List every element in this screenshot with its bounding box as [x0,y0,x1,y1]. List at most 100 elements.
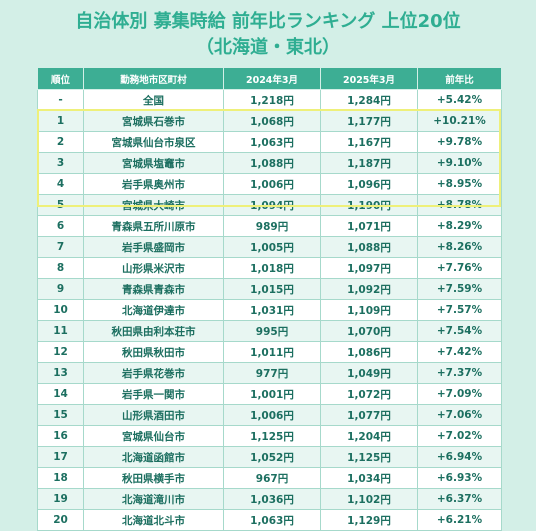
wage-2025-cell: 1,125円 [320,446,418,468]
wage-2024-cell: 1,094円 [223,194,321,216]
table-row: 16 宮城県仙台市 1,125円 1,204円 +7.02% [37,425,502,447]
yoy-cell: +7.09% [417,383,502,405]
municipality-cell: 岩手県奥州市 [83,173,224,195]
table-row: 5 宮城県大崎市 1,094円 1,190円 +8.78% [37,194,502,216]
wage-2025-cell: 1,190円 [320,194,418,216]
table-row: 7 岩手県盛岡市 1,005円 1,088円 +8.26% [37,236,502,258]
table-row: 4 岩手県奥州市 1,006円 1,096円 +8.95% [37,173,502,195]
rank-cell: 18 [37,467,84,489]
municipality-cell: 北海道伊達市 [83,299,224,321]
wage-2024-cell: 967円 [223,467,321,489]
wage-2025-cell: 1,096円 [320,173,418,195]
rank-cell: 8 [37,257,84,279]
wage-2024-cell: 1,006円 [223,404,321,426]
table-row: 12 秋田県秋田市 1,011円 1,086円 +7.42% [37,341,502,363]
wage-2024-cell: 1,005円 [223,236,321,258]
wage-2024-cell: 1,218円 [223,89,321,111]
wage-2025-cell: 1,204円 [320,425,418,447]
wage-2024-cell: 1,015円 [223,278,321,300]
rank-cell: 14 [37,383,84,405]
table-row: 9 青森県青森市 1,015円 1,092円 +7.59% [37,278,502,300]
wage-2024-cell: 995円 [223,320,321,342]
table-row: 15 山形県酒田市 1,006円 1,077円 +7.06% [37,404,502,426]
municipality-cell: 岩手県花巻市 [83,362,224,384]
table-row: 11 秋田県由利本荘市 995円 1,070円 +7.54% [37,320,502,342]
yoy-cell: +10.21% [417,110,502,132]
yoy-cell: +7.76% [417,257,502,279]
rank-cell: 16 [37,425,84,447]
rank-cell: 15 [37,404,84,426]
rank-cell: 11 [37,320,84,342]
yoy-cell: +6.94% [417,446,502,468]
wage-2025-cell: 1,077円 [320,404,418,426]
table-header-row: 順位 勤務地市区町村 2024年3月 2025年3月 前年比 [37,67,502,90]
page-subtitle: （北海道・東北） [196,37,340,58]
wage-2025-cell: 1,102円 [320,488,418,510]
header-rank: 順位 [37,67,84,90]
table-row: 14 岩手県一関市 1,001円 1,072円 +7.09% [37,383,502,405]
table-row: 17 北海道函館市 1,052円 1,125円 +6.94% [37,446,502,468]
rank-cell: 10 [37,299,84,321]
ranking-table: 順位 勤務地市区町村 2024年3月 2025年3月 前年比 - 全国 1,218円… [37,67,502,531]
table-body: - 全国 1,218円 1,284円 +5.42% 1 宮城県石巻市 1,068円 1,177円… [37,89,502,531]
municipality-cell: 宮城県仙台市 [83,425,224,447]
municipality-cell: 北海道北斗市 [83,509,224,531]
wage-2025-cell: 1,049円 [320,362,418,384]
wage-2025-cell: 1,097円 [320,257,418,279]
municipality-cell: 宮城県大崎市 [83,194,224,216]
table-row: 18 秋田県横手市 967円 1,034円 +6.93% [37,467,502,489]
yoy-cell: +6.93% [417,467,502,489]
wage-2025-cell: 1,187円 [320,152,418,174]
wage-2024-cell: 989円 [223,215,321,237]
rank-cell: 17 [37,446,84,468]
yoy-cell: +7.02% [417,425,502,447]
yoy-cell: +5.42% [417,89,502,111]
rank-cell: 19 [37,488,84,510]
wage-2024-cell: 1,006円 [223,173,321,195]
wage-2024-cell: 1,011円 [223,341,321,363]
rank-cell: 4 [37,173,84,195]
wage-2024-cell: 1,031円 [223,299,321,321]
wage-2025-cell: 1,034円 [320,467,418,489]
rank-cell: 1 [37,110,84,132]
wage-2025-cell: 1,109円 [320,299,418,321]
rank-cell: 13 [37,362,84,384]
municipality-cell: 青森県五所川原市 [83,215,224,237]
rank-cell: 2 [37,131,84,153]
table-row: 20 北海道北斗市 1,063円 1,129円 +6.21% [37,509,502,531]
rank-cell: 3 [37,152,84,174]
rank-cell: 9 [37,278,84,300]
yoy-cell: +7.06% [417,404,502,426]
yoy-cell: +9.78% [417,131,502,153]
wage-2025-cell: 1,167円 [320,131,418,153]
table-row: 10 北海道伊達市 1,031円 1,109円 +7.57% [37,299,502,321]
municipality-cell: 青森県青森市 [83,278,224,300]
municipality-cell: 山形県酒田市 [83,404,224,426]
municipality-cell: 全国 [83,89,224,111]
rank-cell: 20 [37,509,84,531]
yoy-cell: +7.59% [417,278,502,300]
wage-2024-cell: 1,052円 [223,446,321,468]
table-row: 1 宮城県石巻市 1,068円 1,177円 +10.21% [37,110,502,132]
yoy-cell: +7.57% [417,299,502,321]
yoy-cell: +6.21% [417,509,502,531]
page-title: 自治体別 募集時給 前年比ランキング 上位20位 [75,11,461,32]
wage-2024-cell: 1,018円 [223,257,321,279]
table-row: 8 山形県米沢市 1,018円 1,097円 +7.76% [37,257,502,279]
yoy-cell: +6.37% [417,488,502,510]
table-row: - 全国 1,218円 1,284円 +5.42% [37,89,502,111]
yoy-cell: +8.78% [417,194,502,216]
rank-cell: 12 [37,341,84,363]
wage-2025-cell: 1,071円 [320,215,418,237]
wage-2025-cell: 1,086円 [320,341,418,363]
wage-2025-cell: 1,284円 [320,89,418,111]
header-2025-march: 2025年3月 [320,67,418,90]
wage-2024-cell: 1,088円 [223,152,321,174]
table-row: 2 宮城県仙台市泉区 1,063円 1,167円 +9.78% [37,131,502,153]
table-row: 13 岩手県花巻市 977円 1,049円 +7.37% [37,362,502,384]
yoy-cell: +8.95% [417,173,502,195]
municipality-cell: 北海道函館市 [83,446,224,468]
wage-2024-cell: 977円 [223,362,321,384]
municipality-cell: 秋田県由利本荘市 [83,320,224,342]
